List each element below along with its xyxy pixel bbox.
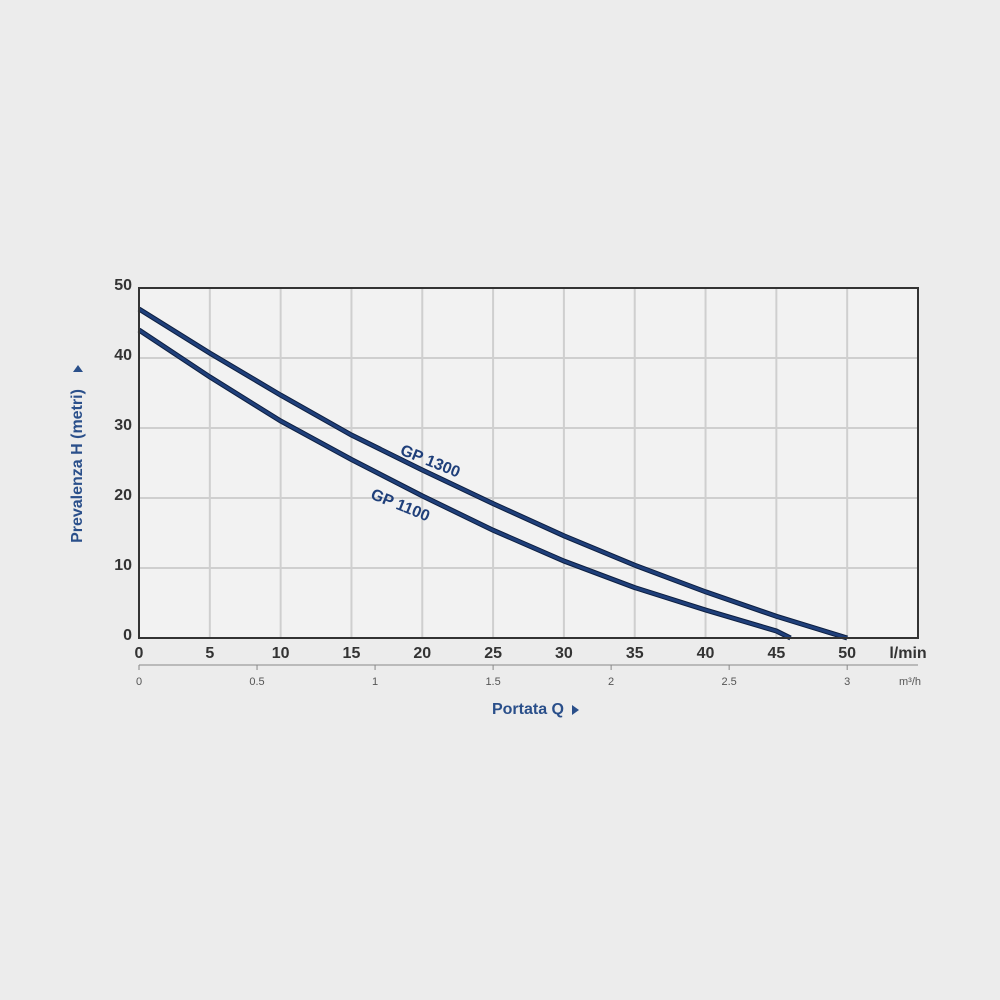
x2-tick-label: 1 [372,676,378,688]
x2-tick-label: 0 [136,676,142,688]
x-axis-label: Portata Q [492,701,564,718]
curve [138,328,792,640]
curve [138,307,848,640]
x-tick-label: 10 [272,645,290,662]
x2-tick-label: 1.5 [485,676,500,688]
x-tick-label: 20 [413,645,431,662]
x2-unit: m³/h [899,676,921,688]
y-arrow [73,365,83,372]
x-tick-label: 50 [838,645,856,662]
x2-tick-label: 3 [844,676,850,688]
x-tick-label: 40 [697,645,715,662]
curves [137,306,848,641]
x-arrow [572,705,579,715]
plot-area [139,288,918,638]
x-tick-label: 30 [555,645,573,662]
x-tick-label: 15 [343,645,361,662]
x-tick-label: 0 [135,645,144,662]
y-tick-label: 40 [114,347,132,364]
y-tick-label: 10 [114,557,132,574]
y-tick-label: 30 [114,417,132,434]
x-tick-label: 35 [626,645,644,662]
y-tick-label: 20 [114,487,132,504]
x-tick-label: 5 [205,645,214,662]
x2-tick-label: 2 [608,676,614,688]
y-axis-label: Prevalenza H (metri) [69,389,86,543]
x-tick-label: 45 [767,645,785,662]
x2-tick-label: 2.5 [722,676,737,688]
x-unit: l/min [889,645,926,662]
x2-tick-label: 0.5 [249,676,264,688]
plot-frame [138,287,919,639]
y-tick-label: 0 [123,627,132,644]
x-tick-label: 25 [484,645,502,662]
y-tick-label: 50 [114,277,132,294]
